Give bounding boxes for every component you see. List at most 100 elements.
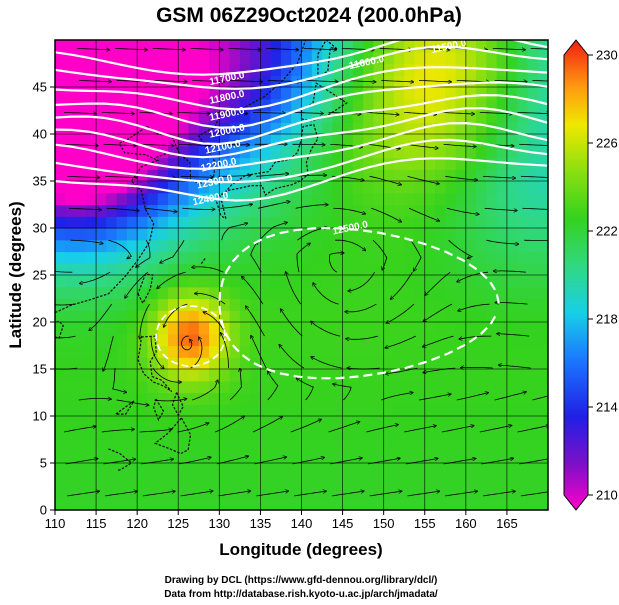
heat-cell [383, 416, 395, 429]
heat-cell [445, 427, 457, 441]
heat-cell [301, 110, 313, 123]
heat-cell [65, 451, 77, 464]
heat-cell [537, 169, 548, 182]
streamline [346, 335, 379, 339]
heat-cell [96, 251, 107, 264]
heat-cell [322, 427, 333, 441]
heat-cell [404, 51, 416, 65]
heat-cell [527, 322, 539, 335]
heat-cell [424, 63, 436, 76]
heat-cell [393, 498, 405, 510]
heat-cell [322, 275, 333, 288]
streamline [103, 336, 114, 371]
heat-cell [455, 451, 467, 464]
heat-cell [322, 228, 333, 241]
heat-cell [167, 416, 179, 429]
heat-cell [537, 87, 548, 100]
heat-cell [373, 345, 385, 358]
heat-cell [373, 228, 385, 241]
heat-cell [404, 404, 416, 417]
heat-cell [106, 474, 118, 488]
heat-cell [517, 322, 529, 335]
heat-cell [55, 216, 66, 229]
streamline [499, 365, 531, 369]
heat-cell [85, 75, 97, 88]
heat-cell [527, 192, 539, 206]
heat-cell [445, 451, 457, 464]
heat-cell [280, 228, 292, 241]
heat-cell [75, 263, 87, 276]
heat-cell [414, 169, 426, 182]
heat-cell [465, 192, 477, 206]
heat-cell [404, 63, 416, 76]
heat-cell [219, 87, 231, 100]
heat-cell [311, 286, 323, 300]
heat-cell [157, 216, 169, 229]
heat-cell [496, 333, 508, 347]
heat-cell [75, 216, 87, 229]
heat-cell [167, 192, 179, 206]
heat-cell [188, 333, 200, 347]
heat-cell [239, 251, 251, 264]
streamline [136, 239, 151, 267]
heat-cell [291, 98, 303, 112]
heat-cell [301, 451, 313, 464]
heat-cell [373, 427, 385, 441]
heat-cell [137, 345, 149, 358]
heat-cell [229, 181, 241, 194]
heat-cell [311, 416, 323, 429]
heat-cell [239, 322, 251, 335]
heat-cell [311, 392, 323, 405]
heat-cell [424, 322, 436, 335]
heat-cell [106, 122, 118, 135]
heat-cell [116, 169, 128, 182]
heat-cell [280, 98, 292, 112]
heat-cell [126, 439, 138, 452]
heat-cell [250, 228, 262, 241]
heat-cell [537, 439, 548, 452]
heat-cell [476, 498, 487, 510]
heat-cell [178, 169, 190, 182]
heat-cell [465, 63, 477, 76]
heat-cell [270, 87, 282, 100]
heat-cell [476, 51, 487, 65]
streamline [331, 491, 364, 497]
heat-cell [393, 392, 405, 405]
heat-cell [332, 310, 344, 323]
heat-cell [311, 157, 323, 170]
heat-cell [106, 357, 118, 370]
heat-cell [363, 251, 374, 264]
heat-cell [383, 192, 395, 206]
heat-cell [178, 298, 190, 311]
heat-cell [383, 40, 395, 53]
heat-cell [414, 463, 426, 476]
heat-cell [311, 181, 323, 194]
heat-cell [198, 251, 210, 264]
streamline [221, 223, 248, 241]
streamline [369, 491, 402, 497]
streamline [290, 112, 323, 113]
heat-cell [445, 181, 457, 194]
heat-cell [311, 380, 323, 394]
heat-cell [219, 63, 231, 76]
streamline [347, 368, 380, 369]
streamline [116, 399, 149, 405]
heat-cell [167, 275, 179, 288]
heat-cell [496, 134, 508, 147]
heat-cell [352, 498, 364, 510]
heat-cell [250, 404, 262, 417]
streamline [519, 143, 548, 146]
heat-cell [311, 204, 323, 217]
heat-cell [506, 192, 518, 206]
heat-cell [96, 134, 107, 147]
streamline [257, 202, 290, 209]
heat-cell [219, 451, 231, 464]
heat-cell [96, 286, 107, 300]
heat-cell [527, 75, 539, 88]
streamline [294, 175, 326, 176]
heat-cell [311, 110, 323, 123]
heat-cell [301, 286, 313, 300]
streamline [192, 380, 218, 401]
heat-cell [209, 134, 220, 147]
heat-cell [85, 63, 97, 76]
